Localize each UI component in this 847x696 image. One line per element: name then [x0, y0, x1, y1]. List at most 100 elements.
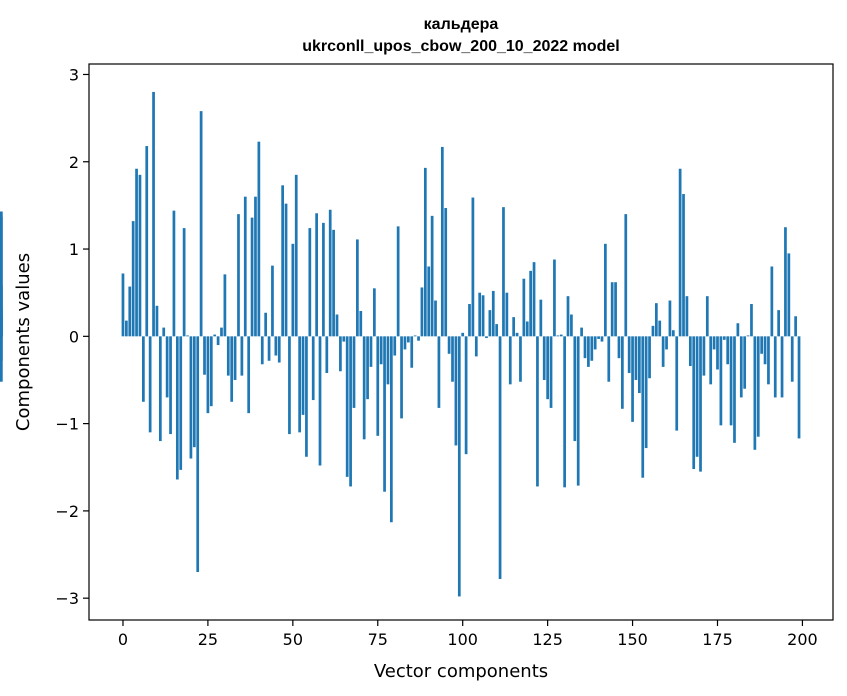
bar-50 — [291, 243, 295, 337]
bar-123 — [539, 299, 543, 337]
bar-115 — [512, 317, 516, 337]
bar-55 — [308, 228, 312, 337]
bar-134 — [576, 336, 580, 486]
bar-60 — [325, 336, 329, 373]
bar-71 — [362, 336, 366, 440]
bar-143 — [607, 336, 611, 382]
bar-undefined — [0, 211, 3, 337]
bar-129 — [559, 334, 563, 337]
bar-72 — [366, 336, 369, 400]
bar-19 — [186, 335, 189, 337]
x-tick-label: 0 — [118, 630, 128, 649]
bar-116 — [515, 332, 519, 337]
bar-128 — [556, 335, 560, 337]
x-axis-label: Vector components — [374, 661, 548, 682]
bar-126 — [549, 336, 553, 408]
bar-42 — [264, 312, 268, 337]
bar-117 — [519, 336, 522, 382]
bar-67 — [349, 336, 352, 487]
bar-5 — [138, 174, 142, 337]
bar-69 — [356, 239, 359, 337]
bar-80 — [393, 336, 397, 356]
bar-64 — [339, 336, 342, 372]
bar-177 — [722, 336, 726, 340]
bar-38 — [250, 217, 254, 337]
bar-33 — [233, 336, 237, 380]
bar-73 — [369, 336, 373, 367]
bar-124 — [542, 336, 546, 380]
bar-75 — [376, 336, 380, 436]
bar-15 — [172, 210, 176, 337]
bar-153 — [641, 336, 645, 478]
bar-191 — [770, 266, 774, 337]
bar-185 — [750, 304, 753, 337]
bar-90 — [427, 266, 431, 337]
bar-148 — [624, 214, 628, 337]
bar-44 — [271, 265, 274, 337]
bar-undefined — [0, 336, 3, 382]
bar-37 — [247, 336, 251, 414]
bar-156 — [651, 325, 655, 337]
bar-46 — [277, 336, 281, 363]
y-tick-label: −2 — [55, 502, 79, 521]
bar-190 — [767, 336, 770, 385]
bar-192 — [773, 336, 777, 398]
bar-180 — [733, 336, 736, 443]
bar-101 — [464, 336, 468, 455]
bar-183 — [743, 336, 747, 389]
plot-frame — [88, 63, 834, 621]
bar-58 — [318, 336, 322, 466]
bar-87 — [417, 336, 420, 341]
bar-137 — [587, 336, 590, 367]
bar-83 — [403, 336, 407, 350]
bar-30 — [223, 274, 227, 337]
bar-142 — [604, 243, 607, 337]
bar-167 — [688, 336, 692, 367]
bar-97 — [451, 336, 454, 382]
bar-120 — [529, 270, 532, 337]
x-tick-label: 175 — [702, 630, 733, 649]
bar-178 — [726, 336, 730, 365]
bar-122 — [536, 336, 539, 487]
bar-154 — [644, 336, 648, 449]
bar-52 — [298, 336, 301, 433]
bar-98 — [454, 336, 458, 446]
bar-181 — [736, 323, 740, 337]
y-tick-label: 0 — [69, 327, 79, 346]
bar-6 — [142, 336, 145, 402]
bar-147 — [621, 336, 624, 409]
y-axis-label: Components values — [13, 253, 34, 431]
x-tick-label: 125 — [532, 630, 563, 649]
bar-103 — [471, 197, 475, 337]
bar-100 — [461, 332, 465, 337]
bar-49 — [288, 336, 291, 435]
x-tick-label: 75 — [368, 630, 388, 649]
bar-146 — [617, 336, 621, 359]
y-tick-label: 3 — [69, 65, 79, 84]
bar-7 — [145, 146, 149, 337]
bar-155 — [648, 336, 651, 379]
bar-56 — [311, 336, 315, 401]
bar-108 — [488, 310, 492, 337]
y-tick-label: −3 — [55, 589, 79, 608]
bar-40 — [257, 141, 261, 337]
bar-66 — [345, 336, 349, 477]
bar-164 — [678, 168, 682, 337]
bar-59 — [322, 222, 325, 337]
bar-61 — [328, 209, 332, 337]
bar-45 — [274, 336, 278, 356]
bar-160 — [665, 336, 668, 350]
bar-25 — [206, 336, 210, 414]
bar-127 — [553, 259, 556, 337]
bar-176 — [719, 336, 723, 426]
bar-111 — [498, 336, 502, 579]
bar-151 — [634, 336, 638, 380]
bar-157 — [654, 303, 658, 337]
bar-140 — [597, 336, 600, 339]
bar-39 — [254, 196, 257, 337]
bar-188 — [760, 336, 764, 354]
bar-1 — [125, 320, 128, 337]
bar-13 — [165, 336, 169, 398]
bar-12 — [162, 327, 166, 337]
